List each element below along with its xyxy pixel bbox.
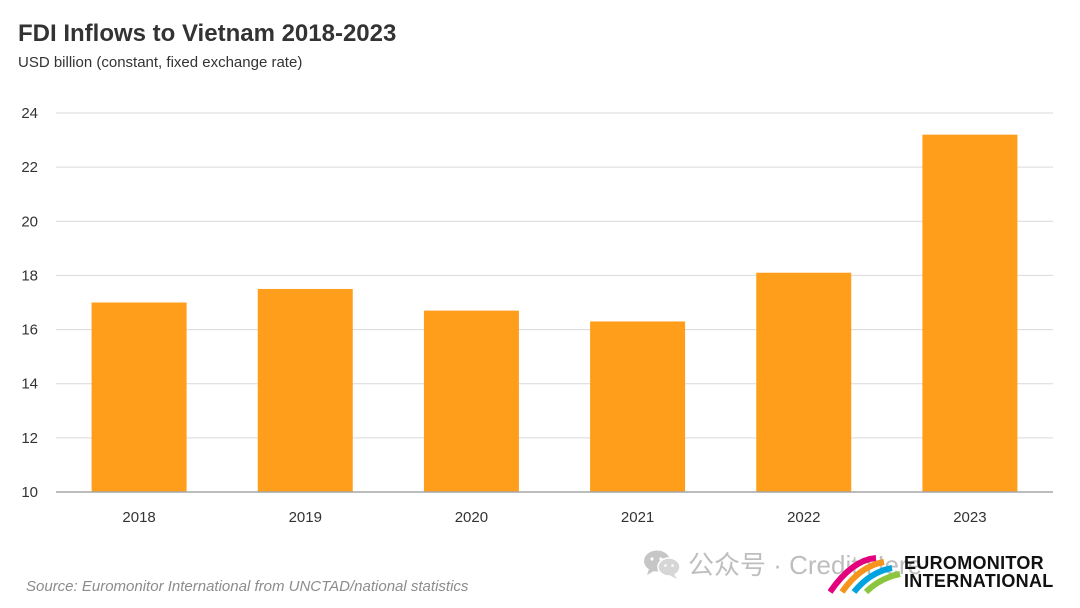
y-tick-label: 10: [21, 484, 38, 501]
x-tick-label: 2018: [122, 509, 155, 526]
euromonitor-logo: EUROMONITOR INTERNATIONAL: [828, 552, 1053, 596]
y-tick-label: 24: [21, 105, 38, 122]
chart-subtitle: USD billion (constant, fixed exchange ra…: [18, 54, 303, 71]
y-tick-label: 16: [21, 322, 38, 339]
logo-mark: [828, 555, 901, 594]
bar: [257, 288, 353, 492]
bar: [590, 321, 686, 492]
bar: [423, 310, 519, 492]
bar: [756, 272, 852, 492]
y-tick-label: 14: [21, 376, 38, 393]
x-tick-label: 2022: [787, 509, 820, 526]
x-tick-label: 2023: [953, 509, 986, 526]
source-note: Source: Euromonitor International from U…: [26, 578, 469, 595]
bar: [922, 134, 1018, 492]
y-tick-label: 18: [21, 267, 38, 284]
y-tick-label: 20: [21, 213, 38, 230]
y-tick-label: 22: [21, 159, 38, 176]
y-tick-label: 12: [21, 430, 38, 447]
logo-line-1: EUROMONITOR: [904, 553, 1044, 573]
logo-text: EUROMONITOR INTERNATIONAL: [904, 554, 1054, 590]
x-tick-label: 2019: [289, 509, 322, 526]
bar: [91, 302, 187, 492]
chart-title: FDI Inflows to Vietnam 2018-2023: [18, 20, 397, 47]
logo-line-2: INTERNATIONAL: [904, 571, 1054, 591]
wechat-icon: [644, 550, 681, 579]
x-tick-label: 2020: [455, 509, 488, 526]
x-tick-label: 2021: [621, 509, 654, 526]
